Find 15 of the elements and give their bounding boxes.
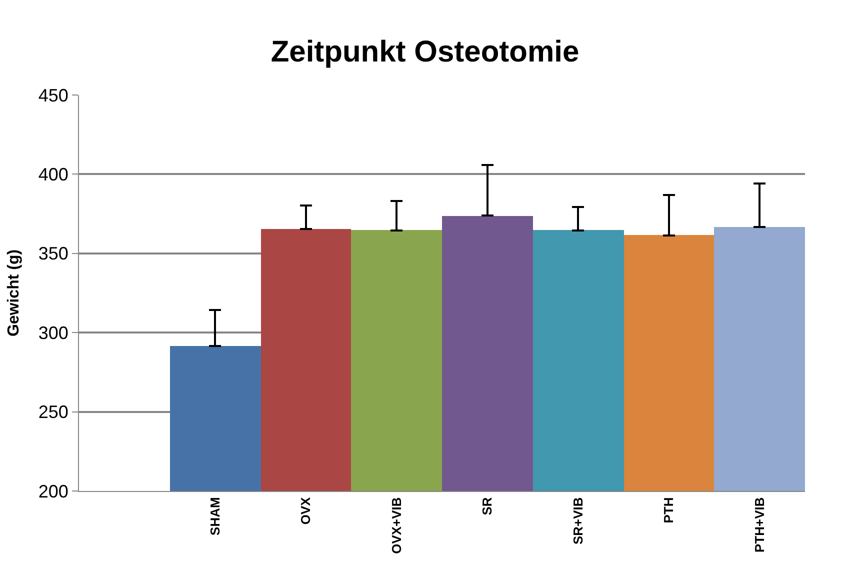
x-tick-label: PTH bbox=[661, 497, 676, 524]
y-axis-title: Gewicht (g) bbox=[5, 249, 22, 337]
x-tick-label: OVX bbox=[298, 496, 314, 525]
y-tick-label: 350 bbox=[38, 244, 68, 264]
x-tick-label: SHAM bbox=[207, 497, 222, 536]
x-tick-label: PTH+VIB bbox=[752, 497, 767, 552]
y-tick-label: 250 bbox=[38, 402, 68, 422]
x-tick-label: SR+VIB bbox=[570, 497, 586, 545]
y-tick-label: 450 bbox=[38, 85, 68, 106]
x-tick-label: SR bbox=[480, 496, 495, 516]
y-tick-label: 400 bbox=[38, 164, 68, 184]
x-tick-label: OVX+VIB bbox=[388, 497, 404, 554]
chart-title: Zeitpunkt Osteotomie bbox=[270, 36, 580, 69]
y-tick-label: 200 bbox=[38, 481, 68, 502]
y-tick-label: 300 bbox=[38, 322, 68, 343]
